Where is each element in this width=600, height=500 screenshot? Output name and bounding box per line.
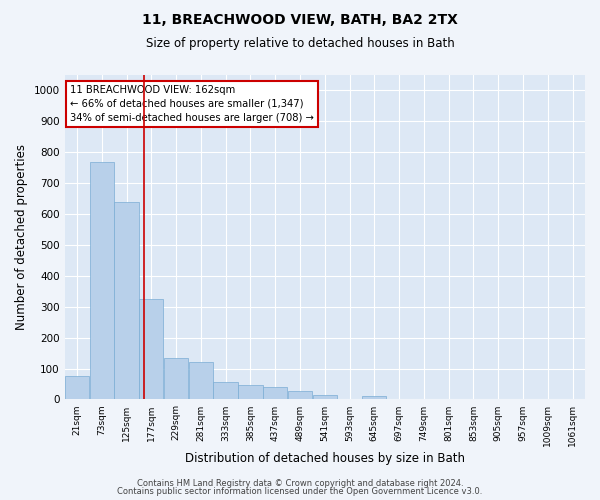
Bar bbox=[115, 202, 139, 400]
Bar bbox=[288, 391, 312, 400]
Bar bbox=[238, 385, 263, 400]
Bar bbox=[65, 376, 89, 400]
Bar bbox=[313, 395, 337, 400]
Text: Size of property relative to detached houses in Bath: Size of property relative to detached ho… bbox=[146, 38, 454, 51]
Y-axis label: Number of detached properties: Number of detached properties bbox=[15, 144, 28, 330]
Text: 11, BREACHWOOD VIEW, BATH, BA2 2TX: 11, BREACHWOOD VIEW, BATH, BA2 2TX bbox=[142, 12, 458, 26]
Text: 11 BREACHWOOD VIEW: 162sqm
← 66% of detached houses are smaller (1,347)
34% of s: 11 BREACHWOOD VIEW: 162sqm ← 66% of deta… bbox=[70, 84, 314, 122]
Text: Contains public sector information licensed under the Open Government Licence v3: Contains public sector information licen… bbox=[118, 487, 482, 496]
Bar bbox=[362, 396, 386, 400]
Bar bbox=[89, 162, 114, 400]
Bar bbox=[139, 299, 163, 400]
Bar bbox=[189, 362, 213, 400]
X-axis label: Distribution of detached houses by size in Bath: Distribution of detached houses by size … bbox=[185, 452, 465, 465]
Bar bbox=[214, 382, 238, 400]
Bar bbox=[263, 387, 287, 400]
Text: Contains HM Land Registry data © Crown copyright and database right 2024.: Contains HM Land Registry data © Crown c… bbox=[137, 478, 463, 488]
Bar bbox=[164, 358, 188, 400]
